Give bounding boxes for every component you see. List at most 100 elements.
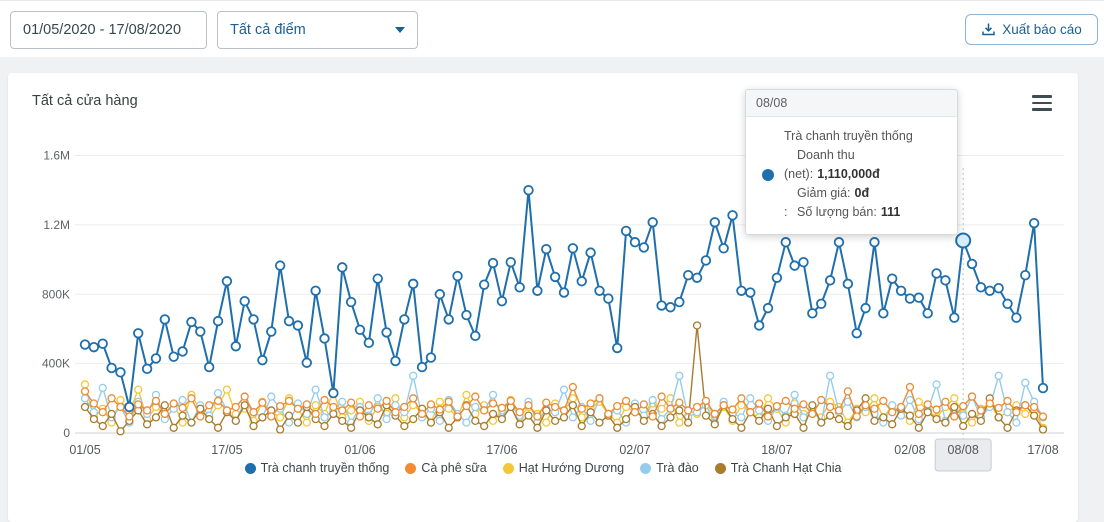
chart-menu-button[interactable] xyxy=(1032,95,1052,111)
data-point-marker[interactable] xyxy=(728,414,737,424)
data-point-marker[interactable] xyxy=(134,385,143,394)
data-point-marker[interactable] xyxy=(240,392,249,401)
data-point-marker[interactable] xyxy=(949,312,960,323)
data-point-marker[interactable] xyxy=(932,414,941,424)
data-point-marker[interactable] xyxy=(373,404,382,413)
data-point-marker[interactable] xyxy=(133,328,144,339)
data-point-marker[interactable] xyxy=(462,390,471,399)
data-point-marker[interactable] xyxy=(506,396,515,406)
data-point-marker[interactable] xyxy=(409,414,418,424)
legend-item[interactable]: Trà chanh truyền thống xyxy=(244,461,389,475)
data-point-marker[interactable] xyxy=(275,425,285,434)
x-axis-tick-label[interactable]: 08/08 xyxy=(948,443,979,457)
x-axis-tick-label[interactable]: 18/07 xyxy=(761,443,792,457)
data-point-marker[interactable] xyxy=(267,412,276,421)
data-point-marker[interactable] xyxy=(657,404,666,413)
data-point-marker[interactable] xyxy=(471,392,480,401)
data-point-marker[interactable] xyxy=(586,408,595,417)
data-point-marker[interactable] xyxy=(1021,378,1030,387)
data-point-marker[interactable] xyxy=(293,404,303,413)
data-point-marker[interactable] xyxy=(719,401,728,410)
data-point-marker[interactable] xyxy=(372,273,383,284)
data-point-marker[interactable] xyxy=(870,394,879,403)
data-point-marker[interactable] xyxy=(638,242,650,253)
data-point-marker[interactable] xyxy=(905,411,915,420)
data-point-marker[interactable] xyxy=(240,401,249,410)
data-point-marker[interactable] xyxy=(89,414,99,424)
data-point-marker[interactable] xyxy=(1012,418,1021,427)
data-point-marker[interactable] xyxy=(852,412,861,421)
data-point-marker[interactable] xyxy=(754,416,764,426)
data-point-marker[interactable] xyxy=(887,273,898,284)
data-point-marker[interactable] xyxy=(480,421,489,431)
data-point-marker[interactable] xyxy=(682,269,694,281)
data-point-marker[interactable] xyxy=(338,397,347,406)
data-point-marker[interactable] xyxy=(754,399,764,408)
data-point-marker[interactable] xyxy=(710,420,719,429)
data-point-marker[interactable] xyxy=(542,398,551,407)
data-point-marker[interactable] xyxy=(1012,408,1021,417)
data-point-marker[interactable] xyxy=(373,420,382,429)
data-point-marker[interactable] xyxy=(984,285,995,296)
data-point-marker[interactable] xyxy=(684,418,693,427)
data-point-marker[interactable] xyxy=(515,408,524,417)
data-point-marker[interactable] xyxy=(994,413,1003,422)
data-point-marker[interactable] xyxy=(515,420,524,429)
data-point-marker[interactable] xyxy=(586,399,595,408)
data-point-marker[interactable] xyxy=(462,401,471,411)
data-point-marker[interactable] xyxy=(879,413,888,422)
data-point-marker[interactable] xyxy=(222,385,232,394)
data-point-marker[interactable] xyxy=(168,351,179,362)
data-point-marker[interactable] xyxy=(124,401,135,413)
data-point-marker[interactable] xyxy=(284,396,294,406)
data-point-marker[interactable] xyxy=(994,371,1003,380)
data-point-marker[interactable] xyxy=(178,403,187,413)
data-point-marker[interactable] xyxy=(737,413,746,422)
data-point-marker[interactable] xyxy=(799,423,808,432)
data-point-marker[interactable] xyxy=(187,394,196,403)
data-point-marker[interactable] xyxy=(684,406,693,415)
data-point-marker[interactable] xyxy=(896,402,906,412)
data-point-marker[interactable] xyxy=(799,400,808,409)
data-point-marker[interactable] xyxy=(88,341,100,353)
data-point-marker[interactable] xyxy=(790,404,799,413)
data-point-marker[interactable] xyxy=(382,414,391,424)
store-filter-dropdown[interactable]: Tất cả điểm xyxy=(217,11,418,49)
data-point-marker[interactable] xyxy=(533,423,542,432)
data-point-marker[interactable] xyxy=(338,406,347,415)
data-point-marker[interactable] xyxy=(595,394,604,403)
data-point-marker[interactable] xyxy=(834,406,844,415)
data-point-marker[interactable] xyxy=(426,400,436,409)
data-point-marker[interactable] xyxy=(950,412,959,421)
data-point-marker[interactable] xyxy=(488,399,498,408)
data-point-marker[interactable] xyxy=(399,314,410,325)
data-point-marker[interactable] xyxy=(364,413,374,422)
data-point-marker[interactable] xyxy=(577,404,586,413)
data-point-marker[interactable] xyxy=(959,401,968,411)
data-point-marker[interactable] xyxy=(888,408,897,417)
data-point-marker[interactable] xyxy=(205,414,214,424)
legend-item[interactable]: Trà Chanh Hạt Chia xyxy=(714,461,841,475)
data-point-marker[interactable] xyxy=(941,397,950,406)
data-point-marker[interactable] xyxy=(648,412,657,421)
data-point-marker[interactable] xyxy=(647,217,658,228)
data-point-marker[interactable] xyxy=(763,404,773,413)
data-point-marker[interactable] xyxy=(737,394,746,403)
data-point-marker[interactable] xyxy=(471,416,480,426)
data-point-marker[interactable] xyxy=(249,421,258,431)
data-point-marker[interactable] xyxy=(1021,401,1030,410)
data-point-marker[interactable] xyxy=(416,361,428,373)
data-point-marker[interactable] xyxy=(950,402,959,412)
data-point-marker[interactable] xyxy=(860,302,871,314)
data-point-marker[interactable] xyxy=(221,276,233,287)
data-point-marker[interactable] xyxy=(354,324,366,336)
data-point-marker[interactable] xyxy=(1028,217,1040,229)
data-point-marker[interactable] xyxy=(923,400,932,409)
data-point-marker[interactable] xyxy=(274,260,286,271)
data-point-marker[interactable] xyxy=(409,371,418,380)
data-point-marker[interactable] xyxy=(79,339,91,350)
data-point-marker[interactable] xyxy=(746,408,755,417)
data-point-marker[interactable] xyxy=(1029,411,1039,420)
data-point-marker[interactable] xyxy=(435,416,444,426)
data-point-marker[interactable] xyxy=(798,256,809,268)
